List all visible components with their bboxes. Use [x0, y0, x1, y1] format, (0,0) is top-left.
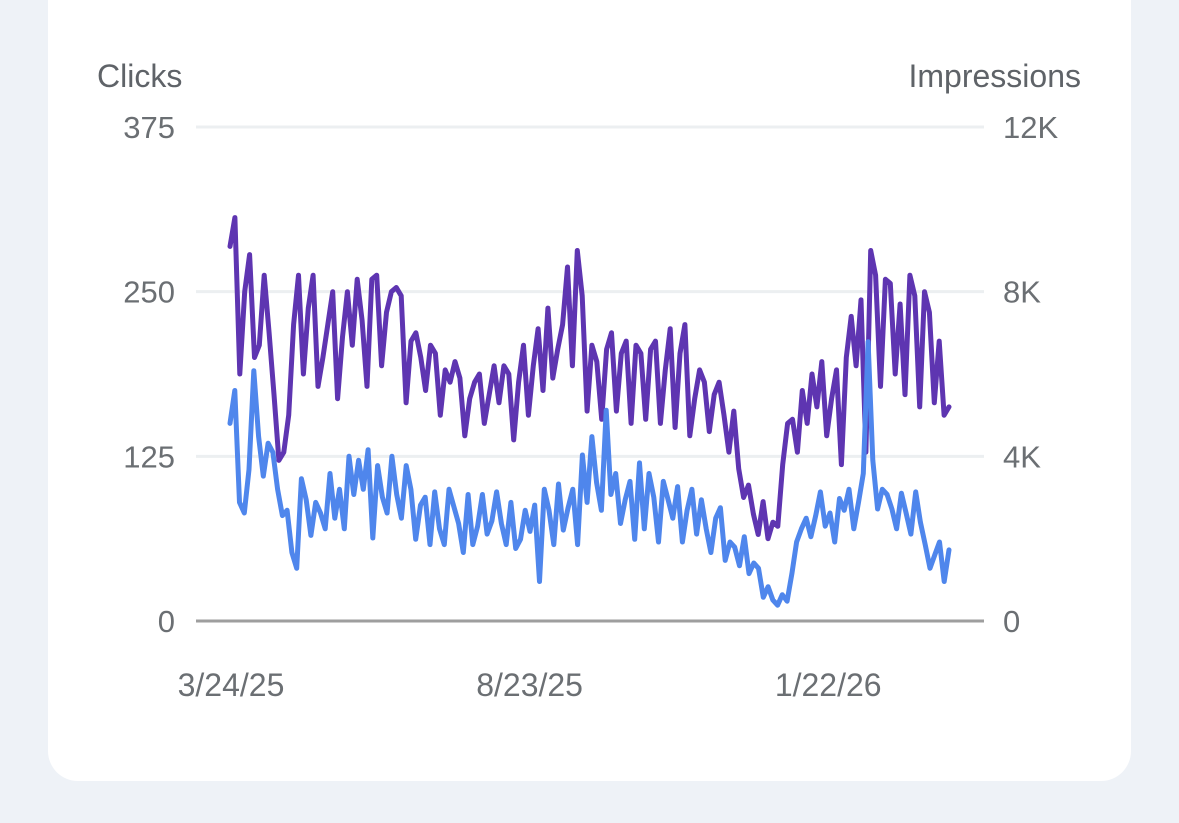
y-right-tick-label: 4K	[1003, 439, 1041, 474]
y-right-tick-label: 12K	[1003, 110, 1058, 145]
clicks-series-line	[227, 339, 952, 608]
x-tick-label: 8/23/25	[476, 667, 583, 703]
x-tick-label: 1/22/26	[775, 667, 882, 703]
y-left-axis-title: Clicks	[97, 58, 182, 94]
impressions-series-line	[227, 215, 952, 542]
y-right-tick-label: 8K	[1003, 275, 1041, 310]
y-left-tick-label: 250	[123, 275, 175, 310]
y-left-tick-label: 125	[123, 439, 175, 474]
y-right-tick-label: 0	[1003, 604, 1020, 639]
y-left-tick-label: 0	[158, 604, 175, 639]
x-tick-label: 3/24/25	[178, 667, 285, 703]
y-left-tick-label: 375	[123, 110, 175, 145]
y-right-axis-title: Impressions	[909, 58, 1082, 94]
